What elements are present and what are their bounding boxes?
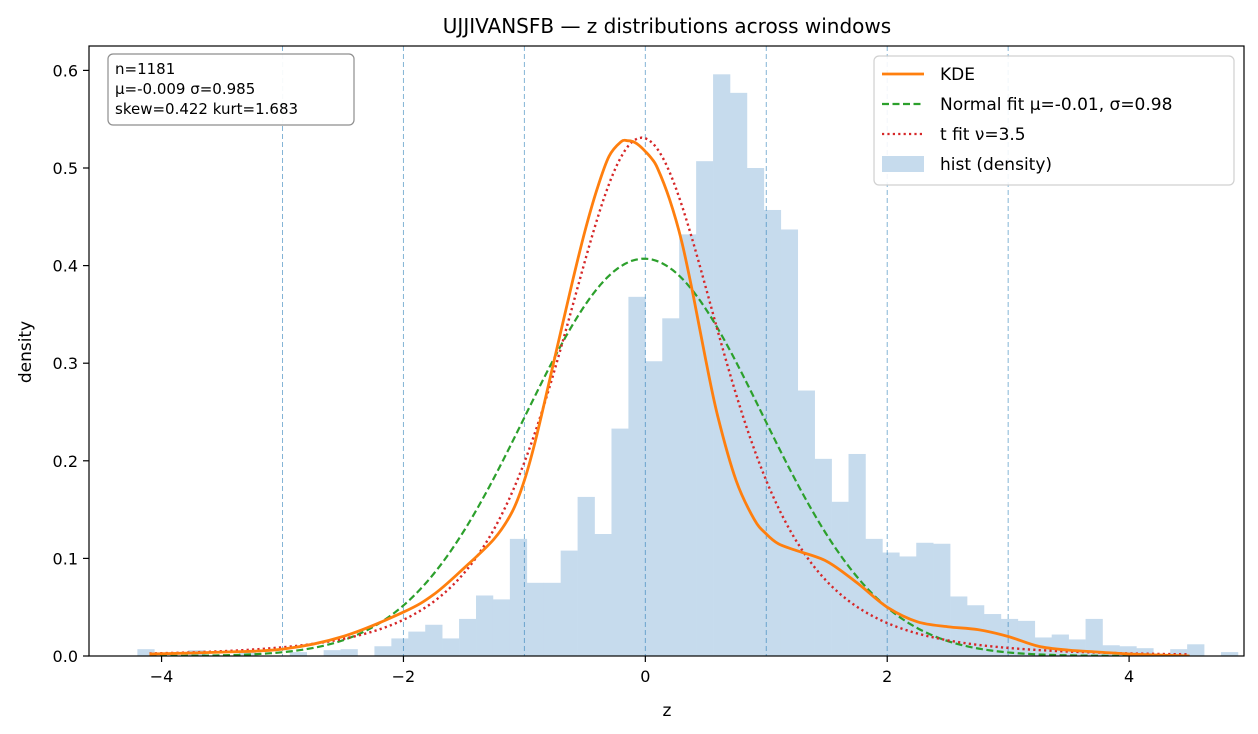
legend: KDE Normal fit μ=-0.01, σ=0.98 t fit ν=3.5… xyxy=(873,55,1235,186)
legend-entry-label: t fit ν=3.5 xyxy=(940,125,1026,145)
y-tick-label: 0.0 xyxy=(53,647,78,666)
hist-bar xyxy=(780,229,799,656)
hist-bar xyxy=(848,453,866,656)
x-tick-label: 2 xyxy=(882,667,892,686)
hist-bar xyxy=(1170,649,1188,656)
hist-bar xyxy=(831,501,849,656)
hist-bar xyxy=(814,458,832,656)
normal-fit-line xyxy=(149,257,1190,656)
hist-bar xyxy=(1102,645,1120,656)
legend-entry-label: Normal fit μ=-0.01, σ=0.98 xyxy=(940,95,1172,115)
hist-bar xyxy=(696,161,714,656)
hist-bar xyxy=(560,550,578,656)
hist-bar xyxy=(933,543,951,656)
hist-bar xyxy=(476,595,494,656)
hist-bar xyxy=(611,428,629,656)
stats-line: skew=0.422 kurt=1.683 xyxy=(115,100,298,118)
hist-bar xyxy=(729,92,748,656)
hist-bar xyxy=(1068,639,1086,656)
x-tick-label: −2 xyxy=(392,667,416,686)
hist-bar xyxy=(1085,618,1103,656)
hist-bar xyxy=(425,624,443,656)
hist-bar xyxy=(916,542,934,656)
hist-bar xyxy=(442,638,460,656)
hist-bar xyxy=(391,638,409,656)
y-tick-label: 0.4 xyxy=(53,257,78,276)
x-tick-label: 4 xyxy=(1124,667,1134,686)
legend-entry-label: KDE xyxy=(940,65,975,85)
hist-bar xyxy=(543,582,561,656)
hist-bar xyxy=(340,649,358,656)
hist-bar xyxy=(662,318,680,656)
legend-swatch xyxy=(882,156,924,172)
hist-bar xyxy=(323,650,341,656)
x-tick-label: −4 xyxy=(150,667,174,686)
hist-bar xyxy=(459,618,477,656)
hist-bar xyxy=(679,234,697,656)
stats-line: n=1181 xyxy=(115,60,175,78)
hist-bar xyxy=(408,631,426,656)
hist-bar xyxy=(374,646,392,656)
hist-bar xyxy=(1136,648,1154,656)
hist-bar xyxy=(746,168,765,656)
hist-bar xyxy=(1221,652,1239,656)
stats-box: n=1181 μ=-0.009 σ=0.985 skew=0.422 kurt=1.… xyxy=(107,53,355,126)
hist-bar xyxy=(1119,646,1137,656)
y-tick-label: 0.6 xyxy=(53,61,78,80)
hist-bar xyxy=(137,649,155,656)
hist-bar xyxy=(628,296,646,656)
hist-bar xyxy=(526,582,545,656)
x-tick-label: 0 xyxy=(640,667,650,686)
axes-frame xyxy=(88,45,1245,657)
y-tick-label: 0.1 xyxy=(53,549,78,568)
y-tick-label: 0.3 xyxy=(53,354,78,373)
hist-bar xyxy=(645,361,663,656)
kde-line xyxy=(149,138,1190,656)
hist-bar xyxy=(882,552,900,656)
hist-bar xyxy=(899,556,917,656)
hist-bar xyxy=(492,599,511,656)
y-tick-label: 0.2 xyxy=(53,452,78,471)
hist-bar xyxy=(1017,620,1036,656)
y-tick-label: 0.5 xyxy=(53,159,78,178)
stats-line: μ=-0.009 σ=0.985 xyxy=(115,80,255,98)
hist-bar xyxy=(1187,644,1205,656)
hist-bar xyxy=(1051,634,1069,656)
hist-bar xyxy=(289,652,307,656)
y-axis-label: density xyxy=(16,321,36,383)
plot-area: −4 −2 0 2 4 0.0 0.1 0.2 0.3 0.4 0.5 0.6 n=1181 μ=-0.0… xyxy=(53,45,1245,686)
hist-bar xyxy=(983,614,1002,656)
hist-bar xyxy=(797,390,815,656)
legend-entry-label: hist (density) xyxy=(940,155,1052,175)
legend-frame xyxy=(873,55,1235,186)
hist-bar xyxy=(594,534,612,656)
stats-box-frame xyxy=(107,53,355,126)
x-axis-label: z xyxy=(663,701,672,721)
hist-bar xyxy=(509,538,528,656)
plot-inner xyxy=(137,46,1239,656)
chart-title: UJJIVANSFB — z distributions across wind… xyxy=(443,14,891,38)
hist-bar xyxy=(577,496,595,656)
hist-bar xyxy=(713,74,731,656)
